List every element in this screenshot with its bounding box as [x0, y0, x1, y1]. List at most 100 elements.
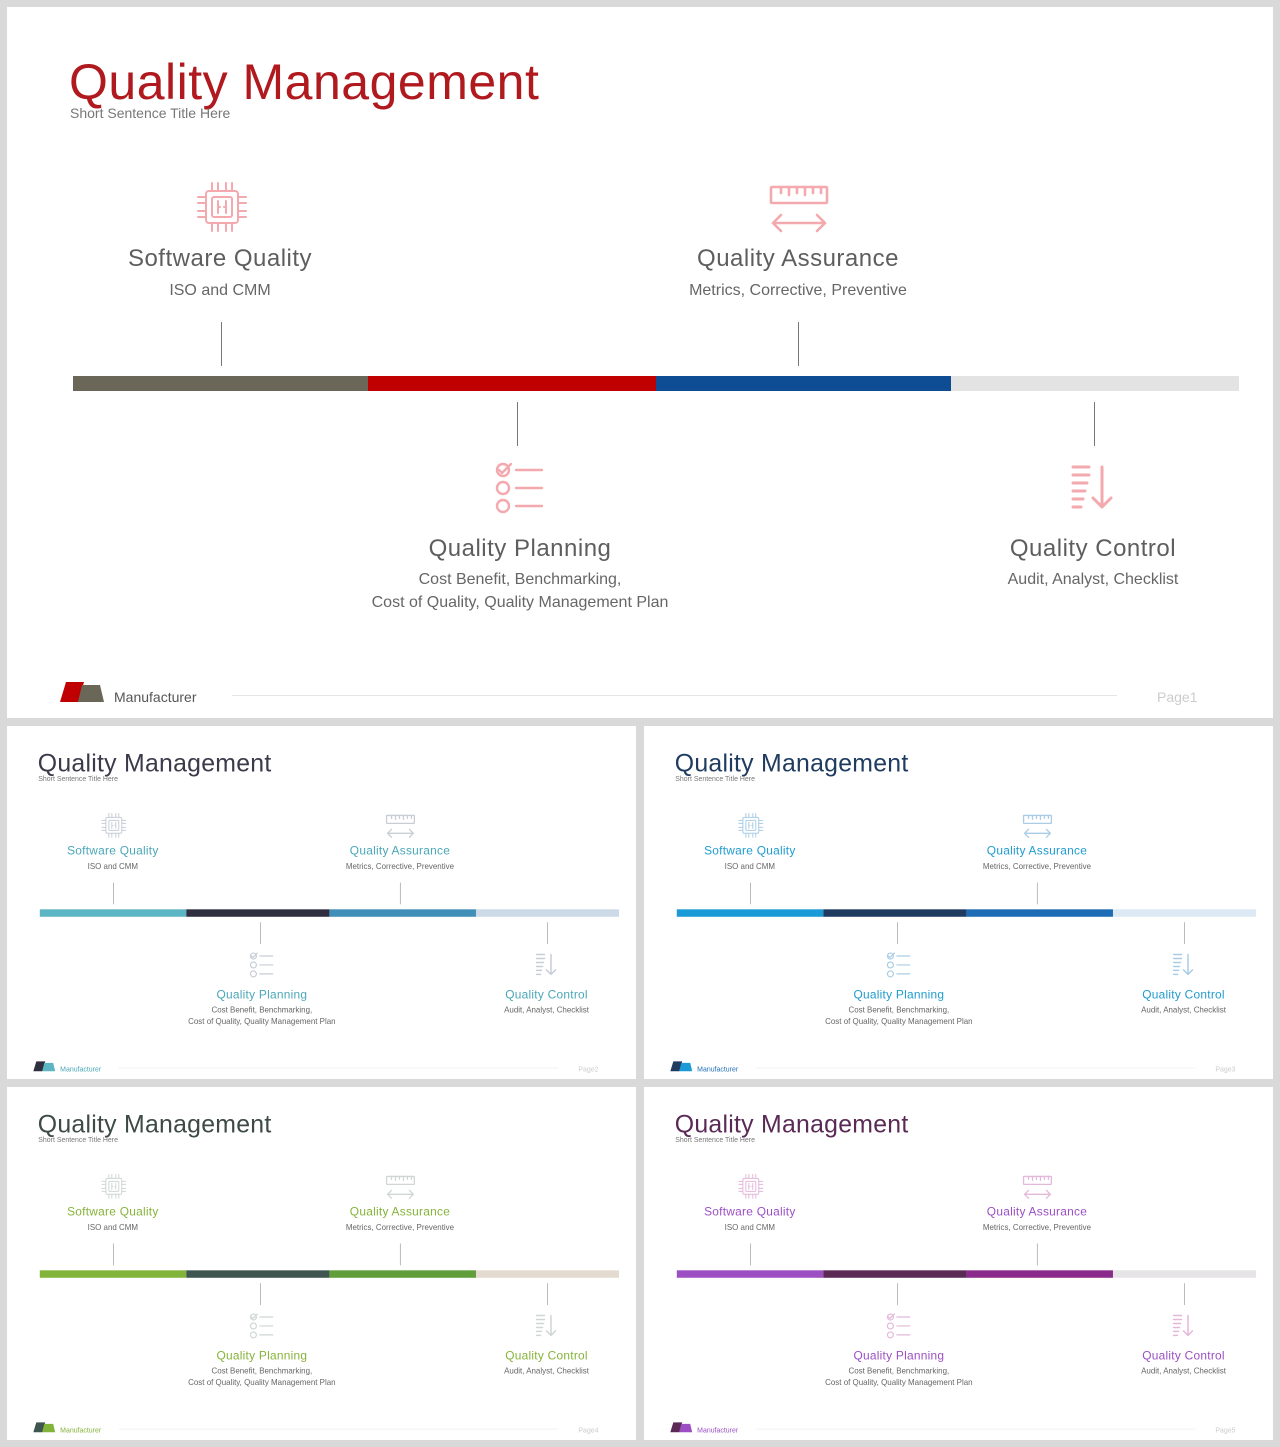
page-number: Page1	[1157, 689, 1198, 705]
item-title-software-quality: Software Quality	[127, 245, 313, 272]
desc-line: Metrics, Corrective, Preventive	[689, 282, 907, 299]
timeline-segment	[475, 1270, 620, 1278]
slide-content: Quality Management Short Sentence Title …	[644, 726, 1273, 1079]
checklist-icon	[248, 951, 275, 979]
item-desc-quality-assurance: Metrics, Corrective, Preventive	[325, 861, 474, 872]
item-title-quality-planning: Quality Planning	[853, 988, 945, 1002]
chip-icon	[736, 1171, 766, 1201]
timeline-segment	[39, 909, 187, 917]
sort-down-icon	[1172, 1314, 1197, 1339]
slide-content: Quality Management Short Sentence Title …	[644, 1087, 1273, 1440]
checklist-icon	[492, 460, 546, 516]
timeline-segment	[656, 376, 951, 391]
timeline-segment	[823, 1270, 967, 1278]
connector-line	[798, 322, 799, 366]
item-desc-quality-control: Audit, Analyst, Checklist	[1109, 1366, 1258, 1377]
timeline-segment	[39, 1270, 187, 1278]
checklist-icon	[248, 1312, 275, 1340]
page-title: Quality Management	[674, 1110, 909, 1139]
page-number: Page4	[578, 1425, 599, 1434]
timeline-segment	[676, 909, 824, 917]
page-title: Quality Management	[674, 749, 909, 778]
sort-down-icon	[535, 1314, 560, 1339]
slide-4: Quality Management Short Sentence Title …	[7, 1087, 636, 1440]
item-desc-quality-control: Audit, Analyst, Checklist	[1109, 1005, 1258, 1016]
item-title-quality-control: Quality Control	[505, 988, 588, 1002]
slide-1: Quality Management Short Sentence Title …	[7, 7, 1273, 718]
brand-logo	[33, 1061, 56, 1072]
desc-line: Cost of Quality, Quality Management Plan	[825, 1378, 973, 1388]
timeline-segment	[966, 909, 1113, 917]
sort-down-icon	[535, 953, 560, 978]
item-desc-software-quality: ISO and CMM	[675, 861, 824, 872]
timeline-segment	[186, 909, 330, 917]
desc-line: Cost Benefit, Benchmarking,	[418, 571, 622, 588]
checklist-icon	[885, 1312, 912, 1340]
desc-line: Cost Benefit, Benchmarking,	[211, 1006, 313, 1015]
item-title-quality-assurance: Quality Assurance	[697, 245, 899, 272]
timeline-segment	[676, 1270, 824, 1278]
timeline-segment	[951, 376, 1239, 391]
desc-line: Audit, Analyst, Checklist	[1141, 1006, 1226, 1015]
desc-line: Audit, Analyst, Checklist	[1007, 571, 1179, 588]
desc-line: ISO and CMM	[87, 862, 138, 872]
timeline-segment	[329, 909, 476, 917]
timeline-segment	[329, 1270, 476, 1278]
desc-line: Cost Benefit, Benchmarking,	[848, 1367, 950, 1376]
timeline-segment	[186, 1270, 330, 1278]
item-title-quality-planning: Quality Planning	[853, 1349, 945, 1363]
item-desc-quality-planning: Cost Benefit, Benchmarking, Cost of Qual…	[162, 1366, 361, 1389]
timeline-segment	[966, 1270, 1113, 1278]
desc-line: Audit, Analyst, Checklist	[504, 1367, 589, 1376]
ruler-icon	[1022, 1171, 1054, 1201]
item-desc-software-quality: ISO and CMM	[70, 279, 370, 302]
brand-name: Manufacturer	[697, 1064, 739, 1073]
item-desc-quality-assurance: Metrics, Corrective, Preventive	[962, 861, 1111, 872]
brand-name: Manufacturer	[697, 1425, 739, 1434]
item-title-quality-assurance: Quality Assurance	[349, 1205, 451, 1219]
item-desc-quality-assurance: Metrics, Corrective, Preventive	[962, 1222, 1111, 1233]
page-title: Quality Management	[69, 54, 540, 110]
desc-line: ISO and CMM	[87, 1223, 138, 1233]
sort-down-icon	[1172, 953, 1197, 978]
desc-line: ISO and CMM	[169, 282, 271, 299]
ruler-icon	[385, 810, 417, 840]
ruler-icon	[1022, 810, 1054, 840]
item-title-quality-planning: Quality Planning	[216, 988, 308, 1002]
item-title-quality-control: Quality Control	[1009, 535, 1177, 562]
desc-line: Cost of Quality, Quality Management Plan	[188, 1017, 336, 1027]
item-title-quality-assurance: Quality Assurance	[986, 1205, 1088, 1219]
desc-line: Cost Benefit, Benchmarking,	[848, 1006, 950, 1015]
item-desc-quality-planning: Cost Benefit, Benchmarking, Cost of Qual…	[162, 1005, 361, 1028]
item-title-quality-planning: Quality Planning	[428, 535, 612, 562]
slide-5: Quality Management Short Sentence Title …	[644, 1087, 1273, 1440]
item-title-quality-planning: Quality Planning	[216, 1349, 308, 1363]
page-subtitle: Short Sentence Title Here	[675, 1135, 755, 1144]
item-desc-quality-control: Audit, Analyst, Checklist	[472, 1366, 621, 1377]
item-desc-quality-assurance: Metrics, Corrective, Preventive	[325, 1222, 474, 1233]
desc-line: Audit, Analyst, Checklist	[1141, 1367, 1226, 1376]
item-desc-quality-planning: Cost Benefit, Benchmarking, Cost of Qual…	[799, 1366, 998, 1389]
item-title-quality-control: Quality Control	[1142, 988, 1225, 1002]
item-title-quality-assurance: Quality Assurance	[349, 844, 451, 858]
brand-logo	[670, 1061, 693, 1072]
footer-divider	[232, 695, 1117, 696]
page-subtitle: Short Sentence Title Here	[675, 774, 755, 783]
page-number: Page2	[578, 1064, 599, 1073]
item-desc-quality-planning: Cost Benefit, Benchmarking, Cost of Qual…	[320, 568, 720, 614]
timeline-segment	[1112, 909, 1257, 917]
chip-icon	[192, 177, 252, 237]
item-desc-quality-control: Audit, Analyst, Checklist	[472, 1005, 621, 1016]
timeline-segment	[368, 376, 656, 391]
chip-icon	[99, 1171, 129, 1201]
item-title-quality-assurance: Quality Assurance	[986, 844, 1088, 858]
page-title: Quality Management	[37, 1110, 272, 1139]
chip-icon	[99, 810, 129, 840]
item-desc-software-quality: ISO and CMM	[675, 1222, 824, 1233]
desc-line: Cost of Quality, Quality Management Plan	[188, 1378, 336, 1388]
brand-logo	[670, 1422, 693, 1433]
page-number: Page3	[1215, 1064, 1236, 1073]
chip-icon	[736, 810, 766, 840]
timeline-segment	[475, 909, 620, 917]
item-desc-software-quality: ISO and CMM	[38, 1222, 187, 1233]
